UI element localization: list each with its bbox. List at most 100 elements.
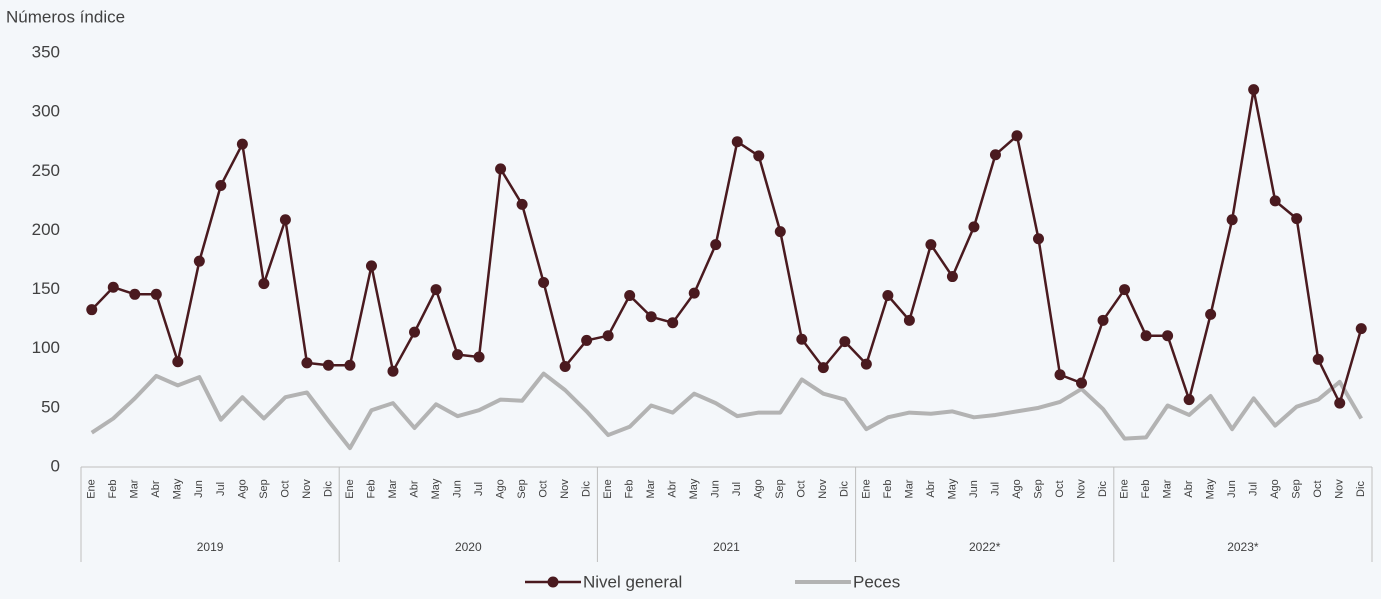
- data-point: [279, 214, 291, 226]
- x-tick-label: Abr: [925, 480, 937, 497]
- data-point: [559, 360, 571, 372]
- x-tick-label: Jun: [968, 480, 980, 498]
- data-point: [860, 358, 872, 370]
- data-point: [1291, 213, 1303, 225]
- data-point: [1097, 314, 1109, 326]
- data-point: [968, 221, 980, 233]
- x-tick-label: Sep: [1032, 479, 1044, 499]
- data-point: [1226, 214, 1238, 226]
- x-tick-label: May: [1205, 478, 1217, 499]
- data-point: [581, 334, 593, 346]
- x-tick-label: Ene: [860, 479, 872, 499]
- x-tick-label: Feb: [882, 480, 894, 499]
- data-point: [710, 239, 722, 251]
- x-tick-label: Oct: [1054, 480, 1066, 497]
- x-tick-label: Dic: [1097, 481, 1109, 497]
- x-tick-label: Ago: [1011, 479, 1023, 499]
- legend-marker: [547, 576, 559, 588]
- y-tick-label: 350: [32, 42, 60, 61]
- x-tick-label: Feb: [1140, 480, 1152, 499]
- data-point: [301, 357, 313, 369]
- data-point: [430, 284, 442, 296]
- x-tick-label: Dic: [322, 481, 334, 497]
- x-tick-label: Nov: [1334, 479, 1346, 499]
- x-tick-label: Abr: [150, 480, 162, 497]
- y-tick-label: 100: [32, 338, 60, 357]
- data-point: [1248, 84, 1260, 96]
- y-axis-label: Números índice: [6, 7, 125, 26]
- data-point: [817, 362, 829, 374]
- x-tick-label: Sep: [774, 479, 786, 499]
- data-point: [688, 287, 700, 299]
- data-point: [193, 255, 205, 267]
- x-tick-label: Jun: [451, 480, 463, 498]
- x-tick-label: Ene: [1118, 479, 1130, 499]
- x-tick-label: Sep: [1291, 479, 1303, 499]
- data-point: [774, 226, 786, 238]
- x-tick-label: Nov: [559, 479, 571, 499]
- data-point: [215, 179, 227, 191]
- x-tick-label: Nov: [301, 479, 313, 499]
- x-tick-label: Ago: [1269, 479, 1281, 499]
- data-point: [1355, 323, 1367, 335]
- data-point: [236, 138, 248, 150]
- data-point: [1032, 233, 1044, 245]
- data-point: [172, 356, 184, 368]
- x-tick-label: Ago: [236, 479, 248, 499]
- x-tick-label: Oct: [279, 480, 291, 497]
- data-point: [452, 349, 464, 361]
- x-tick-label: Dic: [839, 481, 851, 497]
- x-tick-label: Jul: [215, 482, 227, 496]
- data-point: [925, 239, 937, 251]
- data-point: [1054, 369, 1066, 381]
- x-tick-label: Feb: [365, 480, 377, 499]
- x-tick-label: Ene: [602, 479, 614, 499]
- x-tick-label: Abr: [1183, 480, 1195, 497]
- data-point: [645, 311, 657, 323]
- group-label: 2021: [713, 540, 740, 554]
- x-tick-label: Mar: [387, 479, 399, 498]
- data-point: [667, 317, 679, 329]
- data-point: [1334, 397, 1346, 409]
- x-tick-label: Feb: [107, 480, 119, 499]
- y-tick-label: 200: [32, 220, 60, 239]
- x-tick-label: Oct: [538, 480, 550, 497]
- x-tick-label: May: [172, 478, 184, 499]
- y-tick-label: 150: [32, 279, 60, 298]
- x-tick-label: Jun: [710, 480, 722, 498]
- data-point: [882, 289, 894, 301]
- group-label: 2023*: [1227, 540, 1259, 554]
- data-point: [86, 304, 98, 316]
- x-tick-label: May: [430, 478, 442, 499]
- y-tick-label: 300: [32, 102, 60, 121]
- data-point: [258, 278, 270, 290]
- x-tick-label: Dic: [1355, 481, 1367, 497]
- data-point: [1162, 330, 1174, 342]
- data-point: [839, 336, 851, 348]
- data-point: [322, 359, 334, 371]
- x-tick-label: May: [946, 478, 958, 499]
- x-tick-label: Abr: [408, 480, 420, 497]
- x-tick-label: Jun: [193, 480, 205, 498]
- x-tick-label: Jul: [731, 482, 743, 496]
- data-point: [387, 365, 399, 377]
- x-tick-label: Sep: [258, 479, 270, 499]
- data-point: [365, 260, 377, 272]
- data-point: [1011, 130, 1023, 142]
- y-tick-label: 0: [51, 456, 60, 475]
- y-tick-label: 50: [41, 397, 60, 416]
- legend-label: Nivel general: [583, 572, 682, 591]
- data-point: [624, 289, 636, 301]
- x-tick-label: Oct: [1312, 480, 1324, 497]
- data-point: [1076, 377, 1088, 389]
- data-point: [989, 149, 1001, 161]
- x-tick-label: Jul: [989, 482, 1001, 496]
- data-point: [602, 330, 614, 342]
- group-label: 2019: [197, 540, 224, 554]
- series-line: [90, 371, 1363, 451]
- x-tick-label: May: [688, 478, 700, 499]
- x-tick-label: Jul: [1248, 482, 1260, 496]
- x-tick-label: Nov: [1075, 479, 1087, 499]
- x-tick-label: Sep: [516, 479, 528, 499]
